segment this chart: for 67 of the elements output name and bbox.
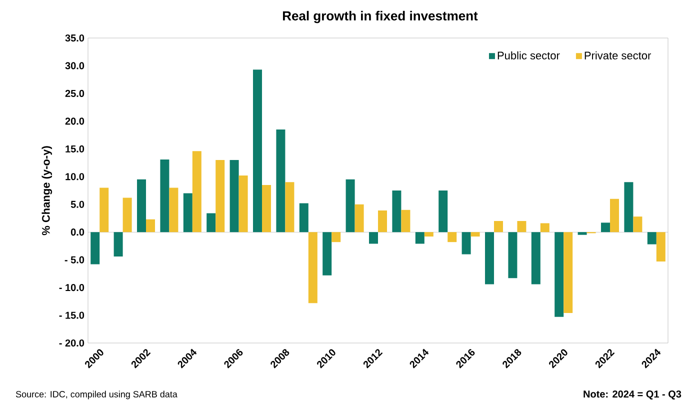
y-tick-label: 5.0 [70, 200, 84, 208]
y-tick-label: 10.0 [66, 173, 84, 180]
bar [448, 232, 457, 242]
bar [100, 188, 109, 232]
chart-title: Real growth in fixed investment [282, 10, 478, 24]
bar [378, 210, 388, 232]
bar [564, 232, 573, 314]
bar [322, 232, 332, 276]
bar [90, 232, 100, 264]
bar [438, 190, 448, 232]
y-tick-label: 20.0 [65, 118, 84, 125]
bar [578, 232, 587, 235]
bar [601, 222, 610, 232]
y-tick-label: 35.0 [65, 34, 84, 42]
bar [253, 70, 262, 232]
y-tick-label: - 15.0 [59, 312, 84, 319]
bar [517, 221, 526, 232]
bar [276, 130, 286, 232]
bar [462, 232, 471, 254]
bar [285, 182, 294, 232]
bar [262, 184, 271, 232]
bar [531, 232, 540, 284]
bar [230, 160, 239, 232]
bar [216, 160, 225, 232]
bar [369, 232, 378, 244]
text: Note: 2024 = Q1 - Q3 [584, 390, 682, 400]
bar [122, 198, 132, 232]
y-tick-label: 30.0 [65, 62, 84, 70]
bar [146, 219, 156, 232]
y-tick-label: 0.0 [70, 228, 84, 236]
bar [415, 232, 424, 244]
source-note: Source: IDC, compiled using SARB data [16, 390, 178, 400]
y-tick-label: - 20.0 [59, 339, 84, 347]
bar [183, 193, 192, 232]
bar [160, 159, 170, 232]
bar [508, 232, 518, 278]
bar [114, 232, 123, 256]
bar [624, 182, 634, 232]
y-tick-label: 15.0 [66, 145, 84, 152]
bar [401, 210, 410, 232]
bar [656, 232, 666, 262]
y-tick-label: 25.0 [65, 90, 84, 97]
bar [494, 221, 504, 232]
y-tick-label: - 10.0 [59, 284, 84, 292]
bar [647, 232, 656, 244]
bar [424, 232, 434, 237]
y-tick-label: - 5.0 [64, 256, 84, 264]
bar [169, 188, 178, 232]
bar [299, 203, 308, 232]
bar [137, 179, 146, 232]
bar [610, 198, 620, 232]
y-axis-title: % Change (y-o-y) [42, 146, 52, 236]
bar [554, 232, 564, 317]
bar [633, 216, 642, 232]
bar [238, 176, 248, 232]
legend-label: Public sector [498, 51, 560, 60]
bar [192, 151, 202, 232]
bar [470, 232, 480, 237]
bar [346, 179, 355, 232]
bar [540, 223, 550, 232]
bar [392, 190, 402, 232]
legend-label: Private sector [584, 51, 652, 60]
bar [206, 213, 216, 232]
bar [308, 232, 318, 304]
bar [354, 204, 364, 232]
bar [485, 232, 494, 284]
bar [332, 232, 341, 242]
